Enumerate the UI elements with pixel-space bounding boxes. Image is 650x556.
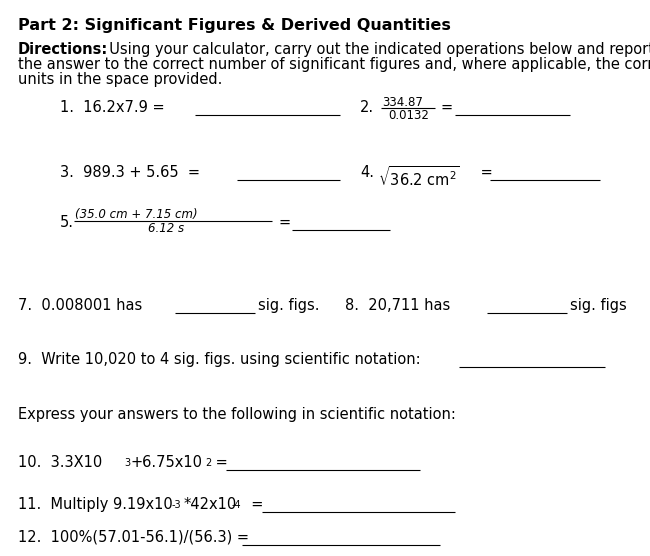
Text: 5.: 5.: [60, 215, 74, 230]
Text: 1.  16.2x7.9 =: 1. 16.2x7.9 =: [60, 100, 164, 115]
Text: =: =: [278, 215, 290, 230]
Text: =: =: [476, 165, 493, 180]
Text: 3.  989.3 + 5.65  =: 3. 989.3 + 5.65 =: [60, 165, 200, 180]
Text: 6.12 s: 6.12 s: [148, 222, 184, 235]
Text: Part 2: Significant Figures & Derived Quantities: Part 2: Significant Figures & Derived Qu…: [18, 18, 451, 33]
Text: 9.  Write 10,020 to 4 sig. figs. using scientific notation:: 9. Write 10,020 to 4 sig. figs. using sc…: [18, 352, 421, 367]
Text: 11.  Multiply 9.19x10: 11. Multiply 9.19x10: [18, 497, 173, 512]
Text: sig. figs.: sig. figs.: [258, 298, 320, 313]
Text: =: =: [211, 455, 227, 470]
Text: Using your calculator, carry out the indicated operations below and report: Using your calculator, carry out the ind…: [100, 42, 650, 57]
Text: =: =: [242, 497, 263, 512]
Text: +6.75x10: +6.75x10: [130, 455, 202, 470]
Text: 8.  20,711 has: 8. 20,711 has: [345, 298, 450, 313]
Text: the answer to the correct number of significant figures and, where applicable, t: the answer to the correct number of sign…: [18, 57, 650, 72]
Text: 7.  0.008001 has: 7. 0.008001 has: [18, 298, 142, 313]
Text: =: =: [440, 100, 452, 115]
Text: 3: 3: [124, 458, 130, 468]
Text: -3: -3: [172, 500, 181, 510]
Text: 10.  3.3X10: 10. 3.3X10: [18, 455, 102, 470]
Text: 12.  100%(57.01-56.1)/(56.3) =: 12. 100%(57.01-56.1)/(56.3) =: [18, 530, 249, 545]
Text: (35.0 cm + 7.15 cm): (35.0 cm + 7.15 cm): [75, 208, 198, 221]
Text: 4.: 4.: [360, 165, 374, 180]
Text: Express your answers to the following in scientific notation:: Express your answers to the following in…: [18, 407, 456, 422]
Text: 334.87: 334.87: [382, 96, 423, 109]
Text: $\mathsf{\sqrt{36.2\ cm^2}}$: $\mathsf{\sqrt{36.2\ cm^2}}$: [378, 165, 460, 189]
Text: 2.: 2.: [360, 100, 374, 115]
Text: Directions:: Directions:: [18, 42, 109, 57]
Text: sig. figs: sig. figs: [570, 298, 627, 313]
Text: -4: -4: [232, 500, 242, 510]
Text: 0.0132: 0.0132: [388, 109, 429, 122]
Text: 2: 2: [205, 458, 211, 468]
Text: units in the space provided.: units in the space provided.: [18, 72, 222, 87]
Text: *42x10: *42x10: [184, 497, 237, 512]
